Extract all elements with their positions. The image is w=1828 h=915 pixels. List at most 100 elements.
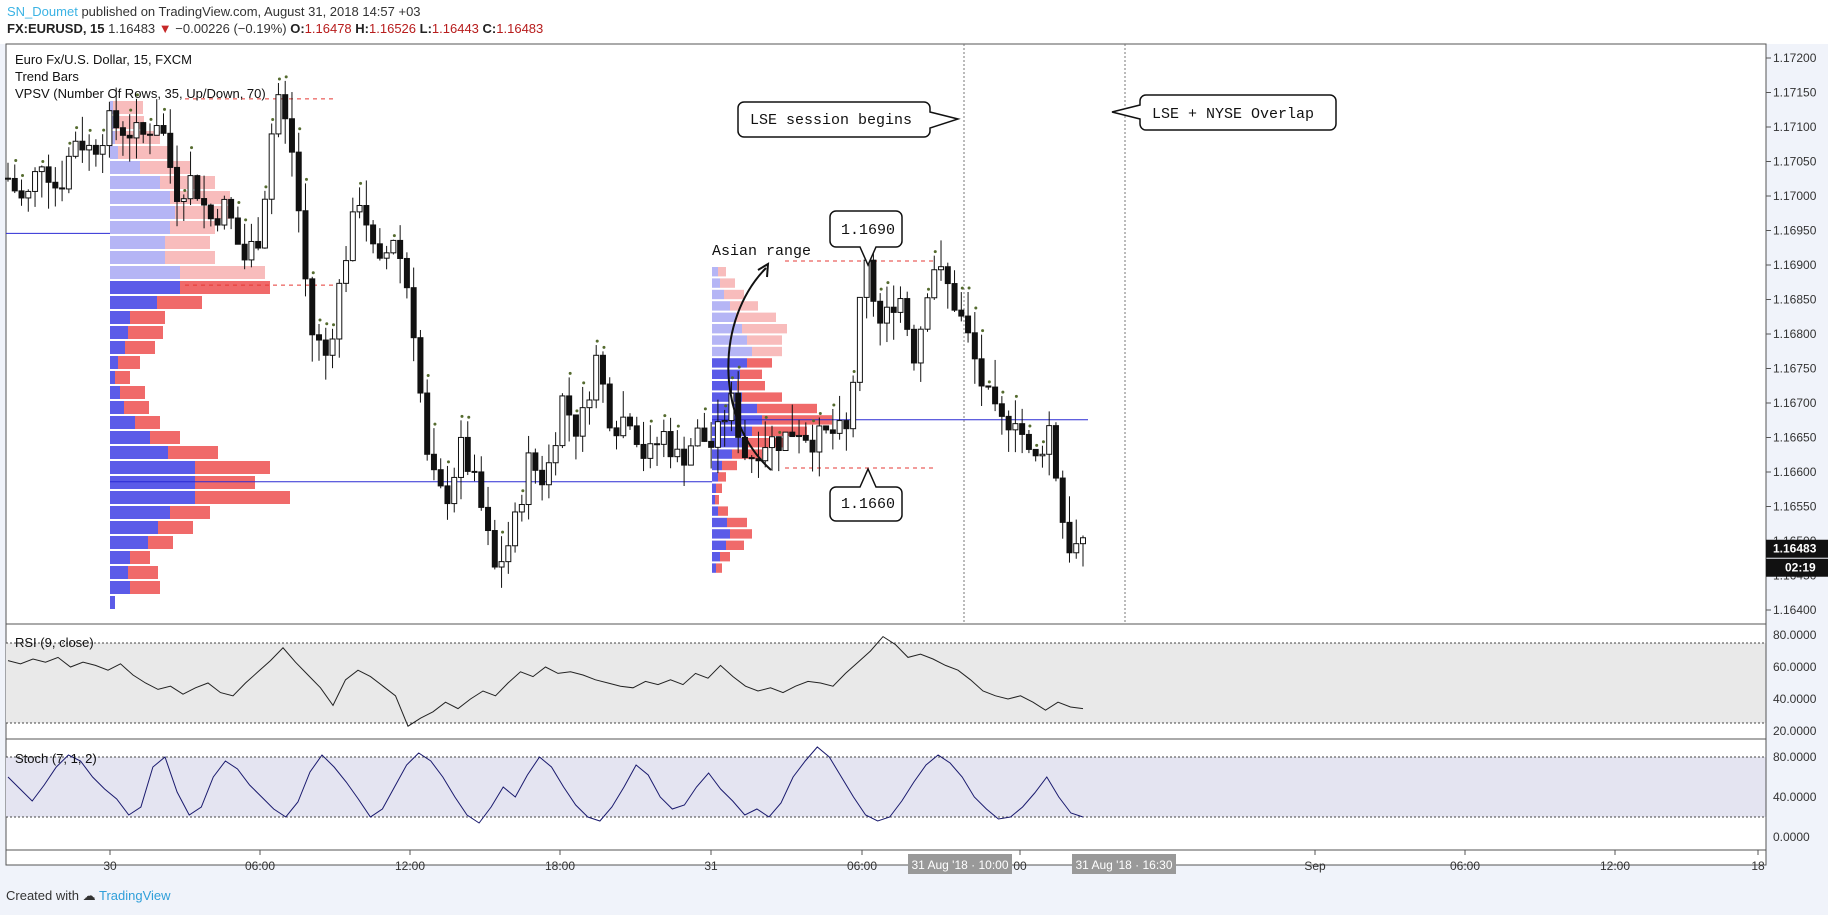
candle-down <box>1019 423 1026 435</box>
candle-up <box>545 462 552 486</box>
candle-down <box>11 177 18 192</box>
open-value: 1.16478 <box>304 21 352 36</box>
candle-down <box>613 427 620 437</box>
candle-up <box>261 198 268 249</box>
candle-down <box>59 187 66 190</box>
candle-down <box>958 309 965 317</box>
volume-row-down <box>195 461 270 474</box>
candle-down <box>322 339 329 356</box>
candle-down <box>160 125 167 134</box>
trend-dot <box>190 146 194 150</box>
time-marker-badge-1 <box>908 854 1012 874</box>
trend-dot <box>737 365 741 369</box>
trend-dot <box>778 430 782 434</box>
candle-down <box>410 287 417 339</box>
candle-down <box>877 300 884 324</box>
candle-down <box>809 439 816 453</box>
trend-dot <box>271 118 275 122</box>
volume-row-up <box>712 449 732 459</box>
candle-down <box>45 166 52 183</box>
price-tick-label: 1.16600 <box>1773 465 1817 479</box>
candle-up <box>1012 423 1019 431</box>
price-tick-label: 1.16800 <box>1773 327 1817 341</box>
volume-row-down <box>737 381 765 391</box>
countdown-value: 02:19 <box>1785 561 1816 575</box>
last-price-badge <box>1766 539 1828 558</box>
volume-row-up <box>712 552 720 562</box>
price-tick-label: 1.16650 <box>1773 431 1817 445</box>
volume-row-down <box>742 324 787 334</box>
candle-up <box>714 421 721 448</box>
candle-up <box>65 155 72 190</box>
volume-row-down <box>165 251 215 264</box>
trend-dot <box>649 419 653 423</box>
volume-row-up <box>110 266 180 279</box>
trend-dot <box>886 281 890 285</box>
candle-up <box>349 211 356 262</box>
rsi-tick-label: 20.0000 <box>1773 724 1817 738</box>
volume-row-up <box>712 563 716 573</box>
candle-up <box>796 434 803 438</box>
candle-down <box>532 452 539 471</box>
trend-dot <box>595 339 599 343</box>
candle-down <box>1005 415 1012 431</box>
volume-row-up <box>712 517 727 528</box>
candle-up <box>694 427 701 447</box>
candle-down <box>228 198 235 219</box>
symbol-label: FX:EURUSD, 15 <box>7 21 105 36</box>
trend-dot <box>426 373 430 377</box>
candle-down <box>113 110 120 129</box>
price-tick-label: 1.16900 <box>1773 258 1817 272</box>
candle-down <box>194 175 201 200</box>
candle-down <box>397 239 404 259</box>
low-level-callout-box <box>829 467 903 522</box>
candle-down <box>282 94 289 120</box>
volume-row-up <box>712 426 752 436</box>
overlap-callout-box <box>1111 94 1337 131</box>
candle-down <box>985 385 992 388</box>
candle-up <box>924 297 931 330</box>
candle-up <box>782 431 789 452</box>
trend-dot <box>832 403 836 407</box>
volume-row-up <box>110 206 175 219</box>
candle-down <box>437 469 444 487</box>
price-tick-label: 1.17200 <box>1773 51 1817 65</box>
candle-down <box>951 283 958 311</box>
volume-row-down <box>158 521 193 534</box>
volume-row-up <box>712 312 736 322</box>
legend-rsi: RSI (9, close) <box>15 635 94 650</box>
volume-row-down <box>730 301 758 311</box>
candle-down <box>376 243 383 259</box>
trend-dot <box>568 371 572 375</box>
candle-up <box>856 296 863 383</box>
legend-stoch: Stoch (7, 1, 2) <box>15 751 97 766</box>
candle-down <box>119 127 126 136</box>
candle-down <box>910 328 917 364</box>
trend-dot <box>244 218 248 222</box>
footer: Created with ☁ TradingView <box>6 888 171 904</box>
candle-up <box>187 175 194 200</box>
tradingview-link[interactable]: TradingView <box>99 888 171 903</box>
trend-dot <box>1028 424 1032 428</box>
candle-up <box>674 448 681 458</box>
candle-down <box>316 334 323 341</box>
price-tick-label: 1.17100 <box>1773 120 1817 134</box>
candle-up <box>38 166 45 173</box>
candle-up <box>133 122 140 139</box>
low-level-callout-text: 1.1660 <box>841 496 895 513</box>
candle-down <box>491 530 498 568</box>
time-tick-label: 06:00 <box>847 859 877 873</box>
candle-down <box>708 440 715 448</box>
trend-dot <box>852 369 856 373</box>
volume-row-down <box>118 356 140 369</box>
author-link[interactable]: SN_Doumet <box>7 4 78 19</box>
volume-row-down <box>120 386 145 399</box>
candle-up <box>897 298 904 313</box>
rsi-tick-label: 60.0000 <box>1773 660 1817 674</box>
volume-row-up <box>712 392 742 402</box>
trend-dot <box>284 75 288 79</box>
trend-dot <box>68 141 72 145</box>
candle-down <box>140 122 147 135</box>
volume-row-down <box>742 438 787 448</box>
